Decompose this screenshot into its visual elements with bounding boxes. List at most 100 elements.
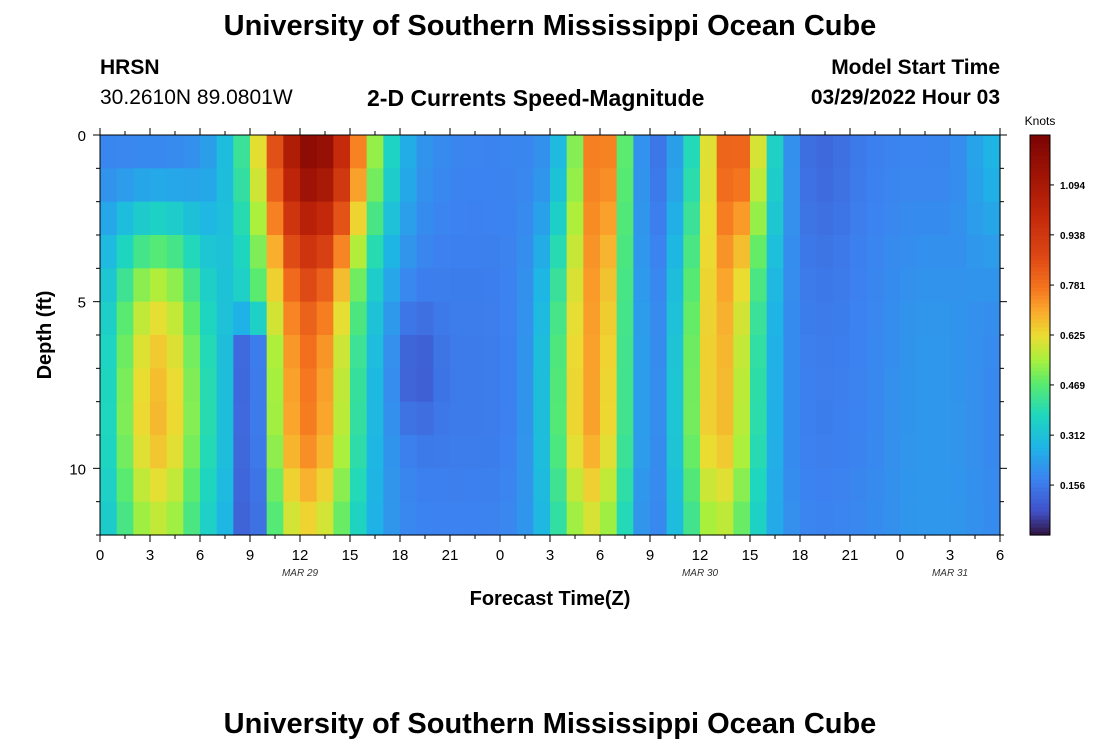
- heatmap-cell: [433, 135, 451, 169]
- heatmap-cell: [450, 335, 468, 369]
- heatmap-cell: [683, 501, 701, 536]
- colorbar-segment: [1030, 219, 1050, 224]
- heatmap-cell: [383, 135, 401, 169]
- colorbar-segment: [1030, 483, 1050, 488]
- heatmap-cell: [416, 135, 434, 169]
- heatmap-cell: [316, 368, 334, 403]
- heatmap-cell: [816, 435, 834, 469]
- heatmap-cell: [766, 168, 784, 203]
- colorbar-segment: [1030, 463, 1050, 468]
- heatmap-cell: [250, 401, 268, 436]
- heatmap-cell: [883, 468, 901, 503]
- heatmap-cell: [800, 468, 818, 503]
- heatmap-cell: [716, 168, 734, 203]
- heatmap-cell: [133, 501, 151, 536]
- heatmap-cell: [450, 501, 468, 536]
- x-tick-label: 3: [946, 547, 954, 564]
- heatmap-cell: [500, 335, 518, 369]
- x-tick-label: 6: [196, 547, 204, 564]
- heatmap-cell: [783, 501, 801, 536]
- heatmap-cell: [516, 235, 534, 269]
- heatmap-cell: [583, 401, 601, 436]
- heatmap-cell: [683, 435, 701, 469]
- heatmap-cell: [400, 501, 418, 536]
- heatmap-cell: [216, 368, 234, 403]
- heatmap-cell: [750, 235, 768, 269]
- heatmap-cell: [183, 168, 201, 203]
- heatmap-cell: [333, 368, 351, 403]
- heatmap-cell: [966, 235, 984, 269]
- heatmap-cell: [950, 168, 968, 203]
- colorbar-segment: [1030, 487, 1050, 492]
- heatmap-cell: [983, 401, 1001, 436]
- colorbar-segment: [1030, 339, 1050, 344]
- heatmap-cell: [983, 168, 1001, 203]
- heatmap-cell: [233, 468, 251, 503]
- heatmap-cell: [533, 168, 551, 203]
- heatmap-cell: [100, 268, 118, 303]
- heatmap-cell: [800, 501, 818, 536]
- colorbar-segment: [1030, 235, 1050, 240]
- heatmap-cell: [416, 368, 434, 403]
- heatmap-cell: [183, 201, 201, 236]
- heatmap-cell: [133, 235, 151, 269]
- heatmap-cell: [683, 168, 701, 203]
- heatmap-cell: [833, 235, 851, 269]
- colorbar-segment: [1030, 307, 1050, 312]
- heatmap-cell: [350, 335, 368, 369]
- heatmap-cell: [133, 335, 151, 369]
- heatmap-cell: [116, 401, 134, 436]
- colorbar-segment: [1030, 227, 1050, 232]
- heatmap-cell: [933, 435, 951, 469]
- heatmap-cell: [733, 135, 751, 169]
- heatmap-cell: [100, 401, 118, 436]
- heatmap-cell: [366, 501, 384, 536]
- heatmap-cell: [483, 235, 501, 269]
- heatmap-cell: [316, 401, 334, 436]
- heatmap-cell: [283, 168, 301, 203]
- heatmap-cell: [983, 235, 1001, 269]
- heatmap-cell: [983, 301, 1001, 336]
- heatmap-cell: [533, 301, 551, 336]
- heatmap-cell: [400, 435, 418, 469]
- colorbar-segment: [1030, 207, 1050, 212]
- heatmap-cell: [266, 468, 284, 503]
- colorbar-segment: [1030, 243, 1050, 248]
- heatmap-cell: [300, 401, 318, 436]
- heatmap-cell: [300, 435, 318, 469]
- heatmap-cell: [500, 368, 518, 403]
- heatmap-cell: [283, 135, 301, 169]
- heatmap-cell: [683, 468, 701, 503]
- heatmap-cell: [800, 168, 818, 203]
- colorbar-segment: [1030, 255, 1050, 260]
- heatmap-cell: [500, 468, 518, 503]
- heatmap-cell: [283, 235, 301, 269]
- colorbar-segment: [1030, 139, 1050, 144]
- heatmap-cell: [800, 435, 818, 469]
- heatmap-cell: [683, 135, 701, 169]
- heatmap-cell: [666, 335, 684, 369]
- heatmap-cell: [450, 201, 468, 236]
- colorbar-unit-label: Knots: [1025, 114, 1056, 128]
- heatmap-cell: [983, 268, 1001, 303]
- heatmap-cell: [700, 201, 718, 236]
- heatmap-cell: [383, 401, 401, 436]
- heatmap-cell: [350, 168, 368, 203]
- heatmap-cell: [100, 368, 118, 403]
- heatmap-cell: [950, 235, 968, 269]
- heatmap-cell: [833, 268, 851, 303]
- heatmap-cell: [600, 435, 618, 469]
- heatmap-cell: [833, 368, 851, 403]
- heatmap-cell: [116, 468, 134, 503]
- heatmap-cell: [133, 435, 151, 469]
- x-tick-label: 15: [342, 547, 359, 564]
- heatmap-cell: [750, 401, 768, 436]
- x-tick-label: 15: [742, 547, 759, 564]
- x-tick-label: 9: [246, 547, 254, 564]
- heatmap-cell: [250, 335, 268, 369]
- heatmap-cell: [900, 301, 918, 336]
- heatmap-cell: [283, 468, 301, 503]
- heatmap-cell: [233, 135, 251, 169]
- date-label: MAR 29: [282, 568, 319, 579]
- heatmap-cell: [350, 301, 368, 336]
